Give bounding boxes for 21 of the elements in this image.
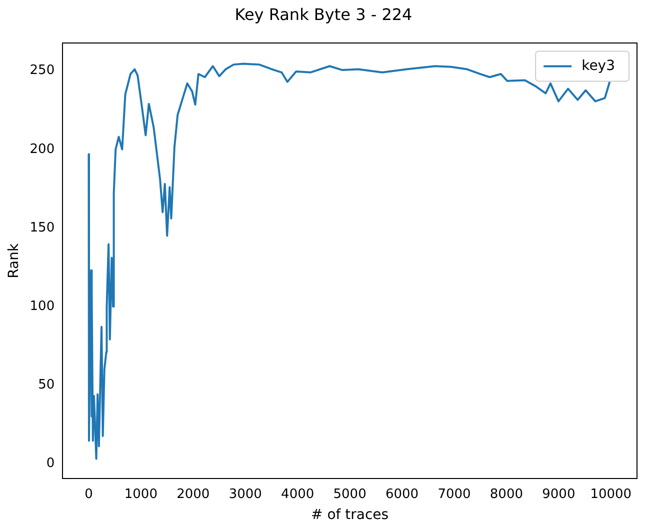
y-tick-label: 0 (46, 456, 55, 471)
y-axis-title: Rank (6, 242, 22, 278)
x-tick-label: 10000 (590, 486, 632, 502)
y-tick-label: 250 (30, 63, 55, 78)
y-tick-label: 100 (30, 298, 55, 314)
x-tick-label: 7000 (438, 486, 471, 502)
x-tick-label: 0 (84, 486, 93, 502)
x-tick-label: 4000 (281, 486, 314, 502)
x-tick-label: 2000 (176, 486, 210, 502)
y-tick-label: 50 (38, 377, 55, 392)
x-axis-title: # of traces (311, 507, 389, 524)
x-tick-label: 6000 (385, 486, 419, 502)
x-tick-label: 8000 (490, 486, 524, 502)
x-tick-label: 9000 (542, 486, 576, 502)
y-tick-label: 200 (30, 142, 55, 157)
x-tick-label: 5000 (333, 486, 366, 502)
legend-label: key3 (582, 58, 616, 74)
x-tick-label: 1000 (124, 486, 158, 502)
chart-title: Key Rank Byte 3 - 224 (234, 4, 412, 24)
y-tick-label: 150 (30, 220, 55, 236)
x-tick-label: 3000 (228, 486, 262, 502)
